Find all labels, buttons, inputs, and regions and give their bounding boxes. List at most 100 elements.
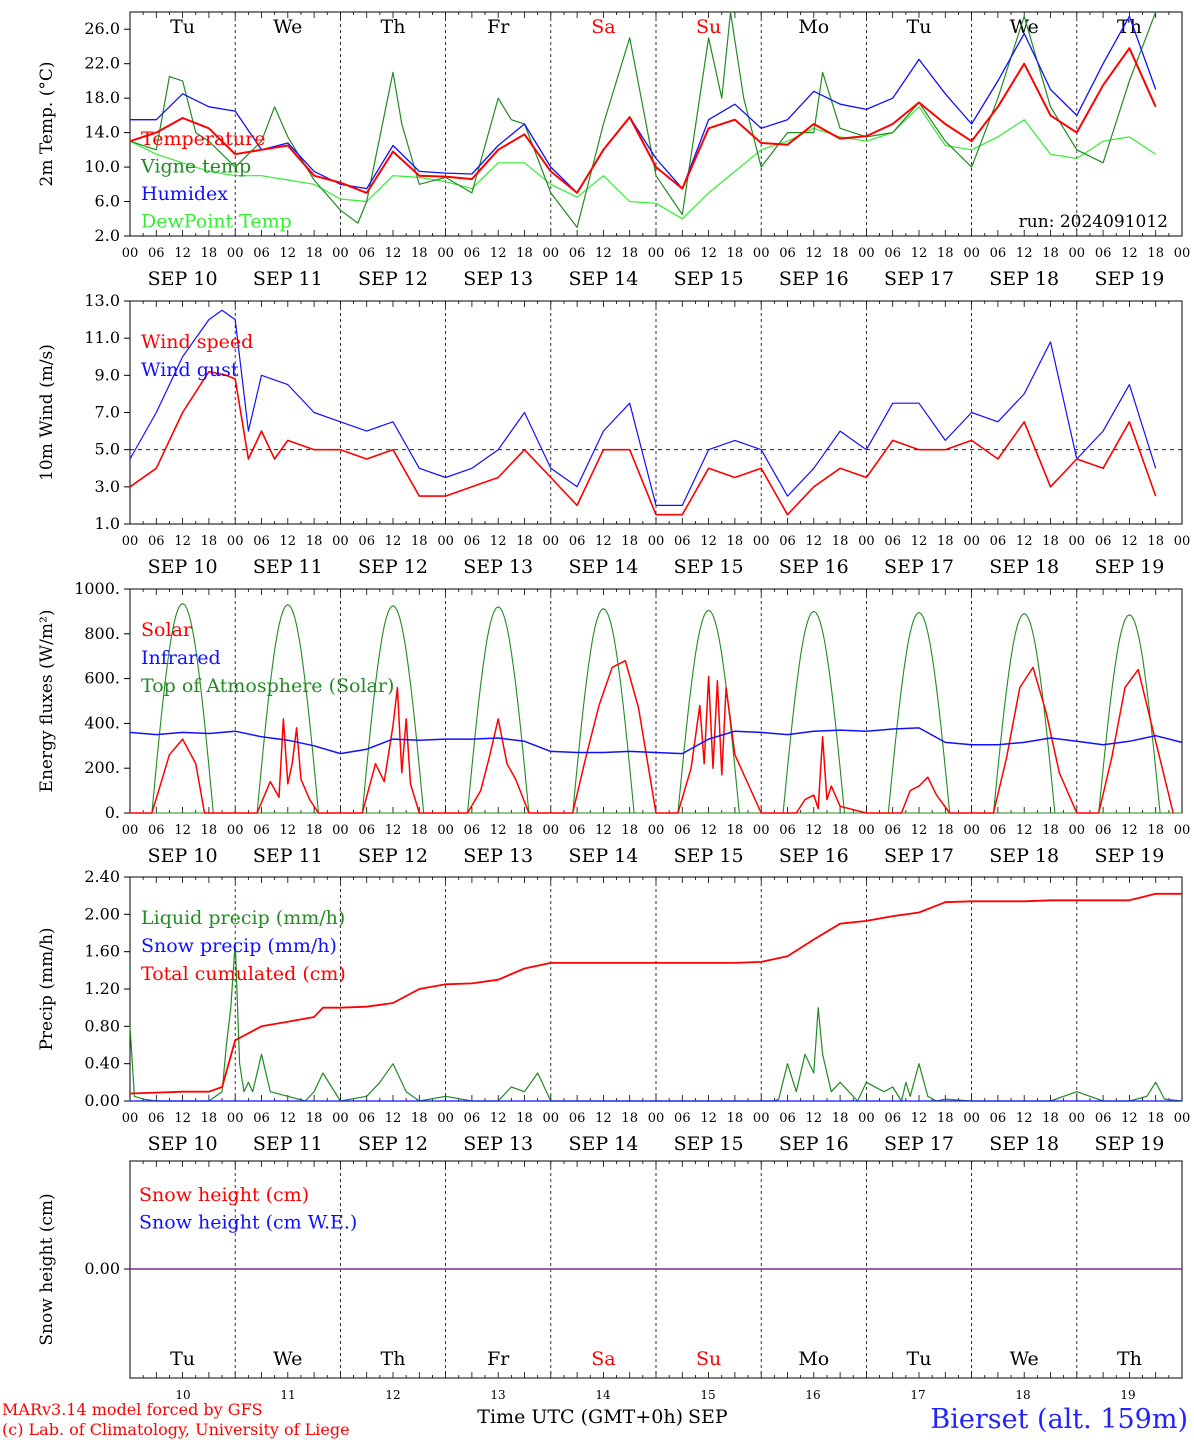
hour-tick-label: 18 — [306, 823, 323, 838]
hour-tick-label: 06 — [779, 1111, 796, 1126]
date-label: SEP 16 — [779, 845, 849, 867]
lab-credit-text: (c) Lab. of Climatology, University of L… — [2, 1420, 350, 1439]
hour-tick-label: 06 — [148, 246, 165, 261]
y-tick-label: 0.00 — [84, 1091, 120, 1110]
hour-tick-label: 06 — [358, 1111, 375, 1126]
hour-tick-label: 06 — [1095, 246, 1112, 261]
hour-tick-label: 12 — [490, 534, 507, 549]
hour-tick-label: 12 — [174, 1111, 191, 1126]
hour-tick-label: 18 — [621, 534, 638, 549]
date-label: SEP 16 — [779, 268, 849, 290]
weekday-label: Th — [381, 1348, 406, 1370]
y-tick-label: 0. — [105, 803, 120, 822]
hour-tick-label: 18 — [621, 246, 638, 261]
legend-entry: Humidex — [141, 183, 228, 205]
weekday-label: Th — [1117, 16, 1142, 38]
hour-tick-label: 12 — [911, 534, 928, 549]
hour-tick-label: 00 — [332, 534, 349, 549]
y-tick-label: 5.0 — [95, 440, 120, 459]
weekday-label: Tu — [907, 1348, 932, 1370]
hour-tick-label: 00 — [1069, 1111, 1086, 1126]
hour-tick-label: 12 — [1121, 823, 1138, 838]
panel-2 — [129, 300, 1183, 525]
weekday-label: Fr — [487, 1348, 510, 1370]
date-label: SEP 17 — [884, 556, 954, 578]
date-label: SEP 19 — [1094, 1133, 1164, 1155]
hour-tick-label: 18 — [516, 1111, 533, 1126]
date-label: SEP 10 — [148, 556, 218, 578]
date-label: SEP 15 — [674, 556, 744, 578]
y-tick-label: 26.0 — [84, 19, 120, 38]
weekday-label: Su — [696, 16, 721, 38]
y-tick-label: 1.60 — [84, 942, 120, 961]
hour-tick-label: 00 — [1069, 246, 1086, 261]
legend-entry: Top of Atmosphere (Solar) — [141, 675, 394, 697]
hour-tick-label: 18 — [1042, 1111, 1059, 1126]
hour-tick-label: 12 — [911, 1111, 928, 1126]
hour-tick-label: 18 — [937, 246, 954, 261]
hour-tick-label: 12 — [700, 246, 717, 261]
hour-tick-label: 12 — [1016, 823, 1033, 838]
hour-tick-label: 00 — [753, 1111, 770, 1126]
day-number-label: 15 — [700, 1388, 715, 1402]
hour-tick-label: 12 — [280, 246, 297, 261]
hour-tick-label: 18 — [516, 823, 533, 838]
hour-tick-label: 18 — [306, 246, 323, 261]
hour-tick-label: 00 — [543, 246, 560, 261]
date-label: SEP 14 — [568, 556, 638, 578]
hour-tick-label: 00 — [332, 823, 349, 838]
legend-entry: Infrared — [141, 647, 221, 669]
hour-tick-label: 00 — [648, 246, 665, 261]
y-tick-label: 400. — [84, 713, 120, 732]
hour-tick-label: 12 — [1016, 534, 1033, 549]
series-line — [129, 106, 1157, 220]
hour-tick-label: 00 — [437, 246, 454, 261]
date-label: SEP 12 — [358, 556, 428, 578]
weekday-label: Th — [1117, 1348, 1142, 1370]
hour-tick-label: 00 — [332, 246, 349, 261]
hour-tick-label: 18 — [411, 1111, 428, 1126]
legend-entry: DewPoint Temp — [141, 211, 292, 233]
legend-entry: Wind gust — [141, 359, 239, 381]
y-tick-label: 1.0 — [95, 514, 120, 533]
y-tick-label: 22.0 — [84, 54, 120, 73]
hour-tick-label: 00 — [437, 1111, 454, 1126]
date-label: SEP 19 — [1094, 556, 1164, 578]
date-label: SEP 15 — [674, 268, 744, 290]
hour-tick-label: 06 — [569, 534, 586, 549]
hour-tick-label: 06 — [148, 823, 165, 838]
hour-tick-label: 00 — [753, 823, 770, 838]
hour-tick-label: 12 — [1121, 1111, 1138, 1126]
hour-tick-label: 06 — [569, 246, 586, 261]
hour-tick-label: 12 — [174, 246, 191, 261]
toa-arc — [887, 611, 951, 814]
hour-tick-label: 00 — [858, 823, 875, 838]
panel-1 — [129, 11, 1183, 237]
hour-tick-label: 18 — [1147, 246, 1164, 261]
hour-tick-label: 12 — [700, 823, 717, 838]
date-label: SEP 17 — [884, 268, 954, 290]
hour-tick-label: 06 — [253, 534, 270, 549]
date-label: SEP 13 — [463, 556, 533, 578]
hour-tick-label: 12 — [1121, 534, 1138, 549]
y-tick-label: 2.40 — [84, 867, 120, 886]
hour-tick-label: 00 — [858, 534, 875, 549]
hour-tick-label: 18 — [1042, 246, 1059, 261]
weekday-label: We — [1010, 1348, 1039, 1370]
hour-tick-label: 12 — [280, 534, 297, 549]
hour-tick-label: 06 — [569, 823, 586, 838]
hour-tick-label: 12 — [806, 534, 823, 549]
hour-tick-label: 00 — [1174, 246, 1191, 261]
date-label: SEP 18 — [989, 1133, 1059, 1155]
hour-tick-label: 18 — [727, 534, 744, 549]
date-label: SEP 17 — [884, 1133, 954, 1155]
hour-tick-label: 06 — [674, 534, 691, 549]
hour-tick-label: 06 — [464, 246, 481, 261]
y-tick-label: 2.00 — [84, 904, 120, 923]
hour-tick-label: 12 — [911, 246, 928, 261]
hour-tick-label: 00 — [543, 823, 560, 838]
weekday-label: Mo — [798, 16, 829, 38]
y-tick-label: 7.0 — [95, 403, 120, 422]
hour-tick-label: 12 — [280, 1111, 297, 1126]
